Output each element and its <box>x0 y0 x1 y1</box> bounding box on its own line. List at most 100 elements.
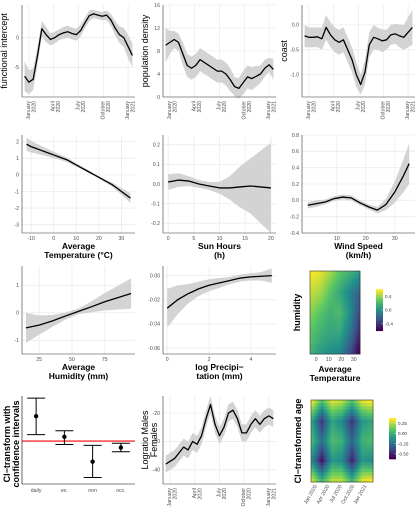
heatmap-cell <box>336 403 339 407</box>
heatmap-cell <box>330 324 333 328</box>
heatmap-cell <box>364 439 367 444</box>
heatmap-cell <box>369 432 372 437</box>
heatmap-cell <box>337 330 340 335</box>
heatmap-cell <box>366 416 369 421</box>
heatmap-cell <box>321 432 324 437</box>
heatmap-cell <box>346 478 349 483</box>
heatmap-cell <box>317 403 320 407</box>
heatmap-cell <box>316 344 319 348</box>
heatmap-cell <box>351 317 354 322</box>
heatmap-cell <box>332 304 335 308</box>
heatmap-cell <box>313 274 316 279</box>
heatmap-cell <box>362 406 366 411</box>
heatmap-cell <box>319 274 322 279</box>
heatmap-cell <box>337 409 340 414</box>
heatmap-cell <box>337 475 340 480</box>
heatmap-cell <box>326 409 329 414</box>
heatmap-cell <box>362 400 366 404</box>
heatmap-cell <box>349 455 352 460</box>
heatmap-cell <box>369 419 372 424</box>
heatmap-cell <box>316 304 319 308</box>
heatmap-cell <box>356 294 359 298</box>
heatmap-cell <box>357 406 360 411</box>
heatmap-cell <box>319 284 322 288</box>
heatmap-cell <box>316 294 319 298</box>
heatmap-cell <box>357 413 360 417</box>
heatmap-cell <box>330 340 333 345</box>
heatmap-cell <box>359 465 362 470</box>
heatmap-cell <box>369 439 372 444</box>
heatmap-cell <box>330 314 333 318</box>
heatmap-cell <box>316 452 319 457</box>
heatmap-cell <box>342 290 345 295</box>
heatmap-cell <box>351 465 354 470</box>
heatmap-cell <box>339 324 342 328</box>
heatmap-cell <box>335 314 338 318</box>
heatmap-cell <box>340 284 343 288</box>
heatmap-cell <box>348 284 351 288</box>
heatmap-cell <box>336 459 339 463</box>
heatmap-cell <box>358 347 361 352</box>
colorbar-segment <box>389 430 396 433</box>
heatmap-cell <box>341 429 344 434</box>
heatmap-cell <box>318 330 321 335</box>
heatmap-cell <box>334 304 337 308</box>
heatmap-cell <box>346 445 349 450</box>
heatmap-cell <box>326 337 329 342</box>
heatmap-cell <box>339 320 342 325</box>
x-tick-label-line: 2020 <box>222 101 228 113</box>
heatmap-cell <box>318 271 321 275</box>
heatmap-cell <box>339 340 342 345</box>
heatmap-cell <box>351 297 354 302</box>
smooth-line <box>24 13 133 83</box>
heatmap-cell <box>351 294 354 298</box>
heatmap-cell <box>371 439 374 444</box>
heatmap-cell <box>362 475 366 480</box>
heatmap-cell <box>371 400 374 404</box>
heatmap-cell <box>348 330 351 335</box>
heatmap-cell <box>369 429 372 434</box>
heatmap-cell <box>371 468 374 473</box>
heatmap-cell <box>337 416 340 421</box>
heatmap-cell <box>347 445 350 450</box>
heatmap-cell <box>321 307 324 312</box>
heatmap-cell <box>311 445 314 450</box>
heatmap-cell <box>367 442 371 447</box>
heatmap-cell <box>366 406 369 411</box>
heatmap-cell <box>353 327 356 332</box>
heatmap-cell <box>335 300 338 305</box>
heatmap-cell <box>327 290 330 295</box>
heatmap-cell <box>364 462 367 466</box>
heatmap-cell <box>326 419 329 424</box>
heatmap-cell <box>369 416 372 421</box>
heatmap-cell <box>339 432 342 437</box>
heatmap-cell <box>337 350 340 355</box>
heatmap-cell <box>351 314 354 318</box>
heatmap-cell <box>324 324 327 328</box>
heatmap-cell <box>356 409 359 414</box>
heatmap-cell <box>349 439 352 444</box>
heatmap-cell <box>319 350 322 355</box>
heatmap-cell <box>312 439 315 444</box>
heatmap-cell <box>321 320 324 325</box>
heatmap-cell <box>335 337 338 342</box>
heatmap-cell <box>327 465 330 470</box>
heatmap-cell <box>348 340 351 345</box>
heatmap-cell <box>326 324 329 328</box>
heatmap-cell <box>327 340 330 345</box>
heatmap-cell <box>361 419 364 424</box>
heatmap-cell <box>358 350 361 355</box>
colorbar-segment <box>389 432 396 435</box>
heatmap-cell <box>367 449 371 453</box>
heatmap-cell <box>354 465 357 470</box>
heatmap-cell <box>322 297 325 302</box>
colorbar-segment <box>376 291 383 294</box>
heatmap-cell <box>355 297 358 302</box>
heatmap-cell <box>341 439 344 444</box>
heatmap-cell <box>347 426 350 430</box>
heatmap-cell <box>310 347 313 352</box>
heatmap-cell <box>354 426 357 430</box>
heatmap-cell <box>329 317 332 322</box>
heatmap-cell <box>344 422 347 427</box>
heatmap-cell <box>312 465 315 470</box>
